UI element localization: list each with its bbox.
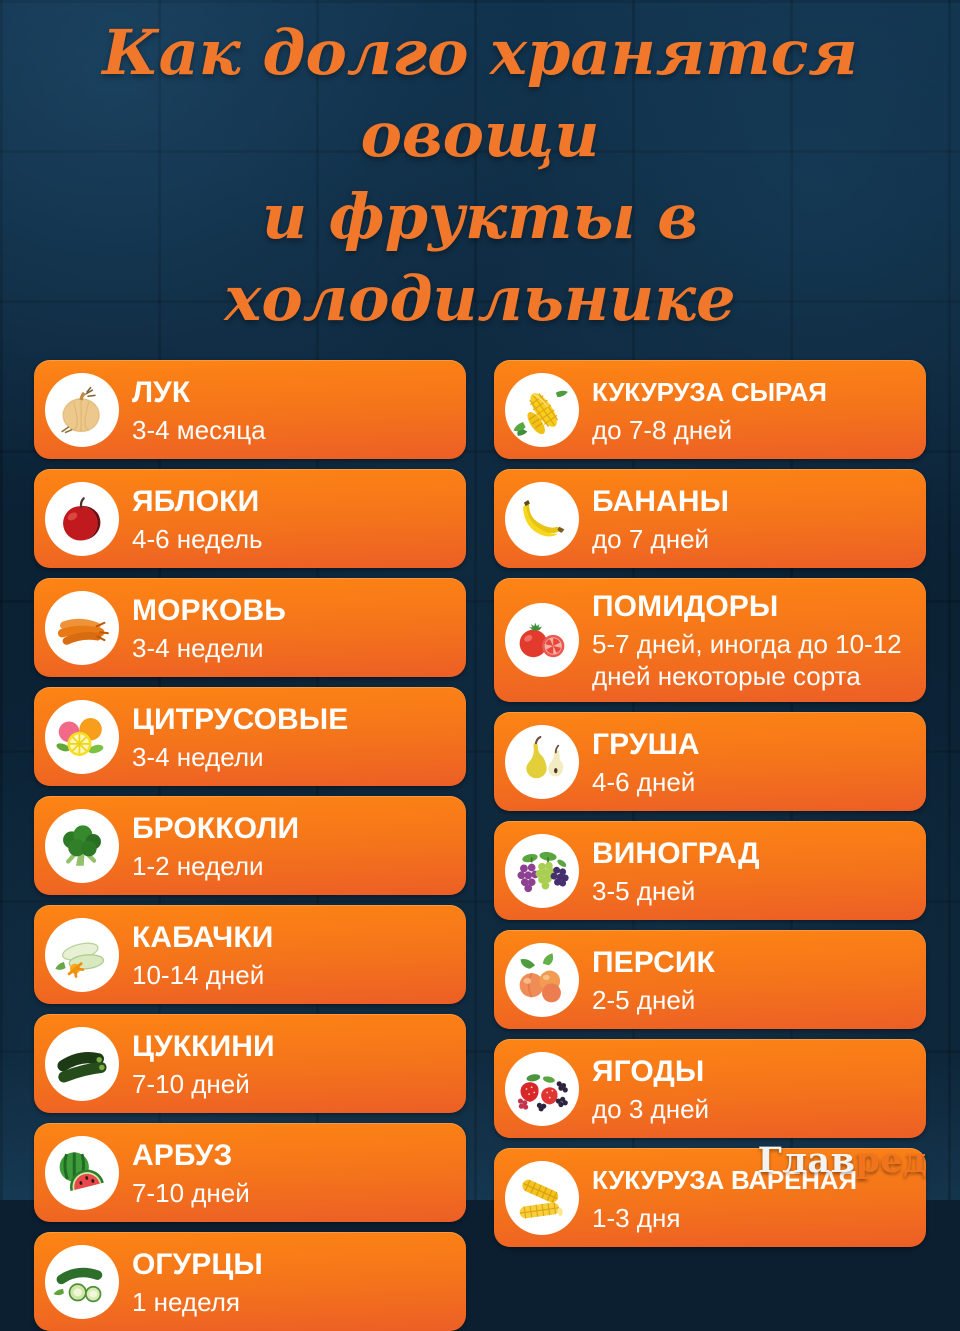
broccoli-icon	[45, 808, 119, 883]
squash-icon	[45, 917, 119, 992]
card-tomato: ПОМИДОРЫ 5-7 дней, иногда до 10-12 дней н…	[494, 578, 926, 702]
card-pear: ГРУША 4-6 дней	[494, 712, 926, 811]
card-apple: ЯБЛОКИ 4-6 недель	[34, 469, 466, 568]
tomato-icon	[505, 603, 579, 677]
item-name: ЛУК	[132, 375, 191, 409]
item-duration: 4-6 недель	[132, 523, 263, 554]
column-right: КУКУРУЗА СЫРАЯ до 7-8 дней БАНАНЫ до 7 дней…	[494, 360, 926, 1331]
page-title: Как долго хранятся овощи и фрукты в холо…	[0, 0, 960, 340]
card-text: ГРУША 4-6 дней	[592, 726, 700, 798]
item-name: ЦУККИНИ	[132, 1029, 275, 1063]
item-name: МОРКОВЬ	[132, 593, 286, 627]
peach-icon	[505, 942, 579, 1017]
card-text: БАНАНЫ до 7 дней	[592, 483, 729, 555]
item-duration: 4-6 дней	[592, 766, 696, 797]
card-onion: ЛУК 3-4 месяца	[34, 360, 466, 459]
item-name: ПОМИДОРЫ	[592, 590, 779, 623]
grapes-icon	[505, 833, 579, 908]
card-text: ЦИТРУСОВЫЕ 3-4 недели	[132, 701, 348, 773]
item-duration: 5-7 дней, иногда до 10-12 дней некоторые…	[592, 629, 902, 691]
item-name: ГРУША	[592, 727, 700, 761]
card-broccoli: БРОККОЛИ 1-2 недели	[34, 796, 466, 895]
item-name: КАБАЧКИ	[132, 920, 274, 954]
onion-icon	[45, 372, 119, 447]
item-duration: 2-5 дней	[592, 984, 696, 1015]
item-duration: 1-2 недели	[132, 850, 264, 881]
card-text: ВИНОГРАД 3-5 дней	[592, 835, 760, 907]
card-text: БРОККОЛИ 1-2 недели	[132, 810, 299, 882]
zucchini-icon	[45, 1026, 119, 1101]
card-text: ЦУККИНИ 7-10 дней	[132, 1028, 275, 1100]
title-line-1: Как долго хранятся овощи	[102, 16, 858, 171]
card-watermelon: АРБУЗ 7-10 дней	[34, 1123, 466, 1222]
item-duration: до 7 дней	[592, 523, 710, 554]
card-citrus: ЦИТРУСОВЫЕ 3-4 недели	[34, 687, 466, 786]
card-grapes: ВИНОГРАД 3-5 дней	[494, 821, 926, 920]
item-duration: 1-3 дня	[592, 1202, 681, 1233]
item-name: АРБУЗ	[132, 1138, 233, 1172]
card-cucumber: ОГУРЦЫ 1 неделя	[34, 1232, 466, 1331]
card-text: КУКУРУЗА СЫРАЯ до 7-8 дней	[592, 374, 827, 446]
apple-icon	[45, 481, 119, 556]
watermelon-icon	[45, 1135, 119, 1210]
card-text: ЛУК 3-4 месяца	[132, 374, 266, 446]
card-text: ОГУРЦЫ 1 неделя	[132, 1246, 263, 1318]
card-text: ПЕРСИК 2-5 дней	[592, 944, 715, 1016]
item-name: ОГУРЦЫ	[132, 1247, 263, 1281]
card-text: КАБАЧКИ 10-14 дней	[132, 919, 273, 991]
card-text: АРБУЗ 7-10 дней	[132, 1137, 250, 1209]
column-left: ЛУК 3-4 месяца ЯБЛОКИ 4-6 недель МОРКОВЬ 3-4 …	[34, 360, 466, 1331]
item-duration: 7-10 дней	[132, 1177, 250, 1208]
card-text: МОРКОВЬ 3-4 недели	[132, 592, 286, 664]
brand-text-white: Глав	[757, 1140, 856, 1181]
card-corn-raw: КУКУРУЗА СЫРАЯ до 7-8 дней	[494, 360, 926, 459]
cucumber-icon	[45, 1244, 119, 1319]
item-duration: 7-10 дней	[132, 1068, 250, 1099]
item-name: КУКУРУЗА ВАРЕНАЯ	[592, 1164, 857, 1195]
banana-icon	[505, 481, 579, 556]
item-duration: 3-5 дней	[592, 875, 696, 906]
corn-boiled-icon	[505, 1160, 579, 1235]
card-text: ЯБЛОКИ 4-6 недель	[132, 483, 263, 555]
card-zucchini: ЦУККИНИ 7-10 дней	[34, 1014, 466, 1113]
item-name: ЯБЛОКИ	[132, 484, 260, 518]
item-name: ЯГОДЫ	[592, 1054, 705, 1088]
card-berries: ЯГОДЫ до 3 дней	[494, 1039, 926, 1138]
card-carrot: МОРКОВЬ 3-4 недели	[34, 578, 466, 677]
item-name: ВИНОГРАД	[592, 836, 760, 870]
citrus-icon	[45, 699, 119, 774]
berries-icon	[505, 1051, 579, 1126]
item-name: БАНАНЫ	[592, 484, 730, 518]
title-line-2: и фрукты в холодильнике	[224, 180, 736, 335]
corn-raw-icon	[505, 372, 579, 447]
item-name: КУКУРУЗА СЫРАЯ	[592, 376, 827, 407]
card-banana: БАНАНЫ до 7 дней	[494, 469, 926, 568]
item-name: БРОККОЛИ	[132, 811, 300, 845]
item-duration: 1 неделя	[132, 1286, 240, 1317]
item-duration: 3-4 недели	[132, 741, 264, 772]
item-duration: 10-14 дней	[132, 959, 265, 990]
item-duration: 3-4 недели	[132, 632, 264, 663]
card-squash: КАБАЧКИ 10-14 дней	[34, 905, 466, 1004]
item-duration: до 3 дней	[592, 1093, 710, 1124]
brand-text-orange: ред	[855, 1140, 927, 1181]
card-peach: ПЕРСИК 2-5 дней	[494, 930, 926, 1029]
item-duration: 3-4 месяца	[132, 414, 266, 445]
carrot-icon	[45, 590, 119, 665]
card-text: ЯГОДЫ до 3 дней	[592, 1053, 709, 1125]
item-name: ЦИТРУСОВЫЕ	[132, 702, 349, 736]
cards-grid: ЛУК 3-4 месяца ЯБЛОКИ 4-6 недель МОРКОВЬ 3-4 …	[0, 360, 960, 1331]
item-duration: до 7-8 дней	[592, 414, 733, 445]
item-name: ПЕРСИК	[592, 945, 715, 979]
pear-icon	[505, 724, 579, 799]
brand-logo: Главред	[758, 1140, 927, 1181]
card-text: ПОМИДОРЫ 5-7 дней, иногда до 10-12 дней н…	[592, 588, 920, 692]
